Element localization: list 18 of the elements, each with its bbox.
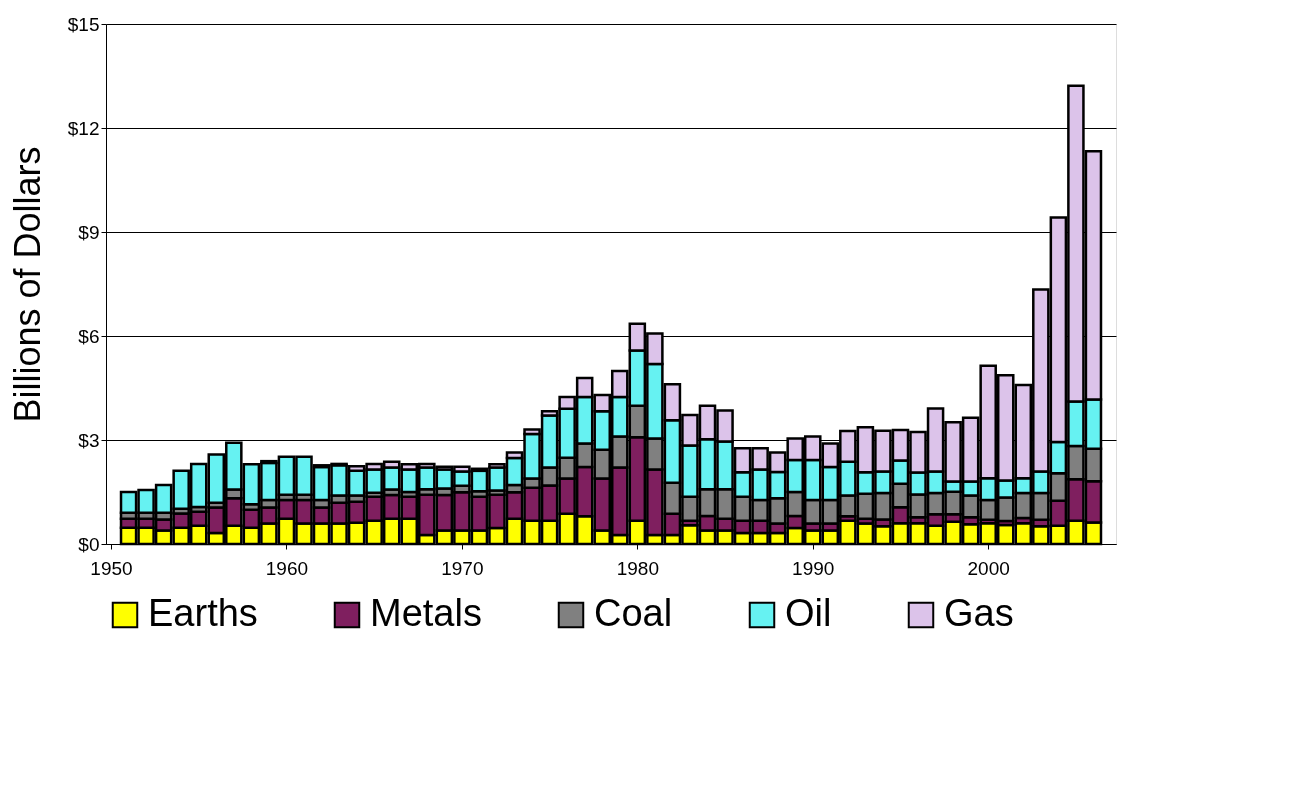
x-tick-label: 1970	[441, 557, 484, 579]
y-tick-label: $15	[67, 13, 100, 35]
y-tick-label: $6	[78, 325, 100, 347]
x-tick-label: 1950	[90, 557, 133, 579]
y-tick-label: $12	[67, 117, 100, 139]
x-tick-label: 1990	[792, 557, 835, 579]
legend-label: Coal	[594, 592, 673, 634]
legend-label: Metals	[370, 592, 482, 634]
y-tick-label: $9	[78, 221, 100, 243]
legend-label: Gas	[944, 592, 1014, 634]
legend-label: Oil	[785, 592, 832, 634]
y-axis-title: Billions of Dollars	[6, 146, 48, 423]
y-tick-label: $3	[78, 429, 100, 451]
y-tick-label: $0	[78, 533, 100, 555]
x-tick-label: 1960	[265, 557, 309, 579]
x-tick-label: 1980	[616, 557, 659, 579]
legend-label: Earths	[148, 592, 258, 634]
x-tick-label: 2000	[967, 557, 1010, 579]
